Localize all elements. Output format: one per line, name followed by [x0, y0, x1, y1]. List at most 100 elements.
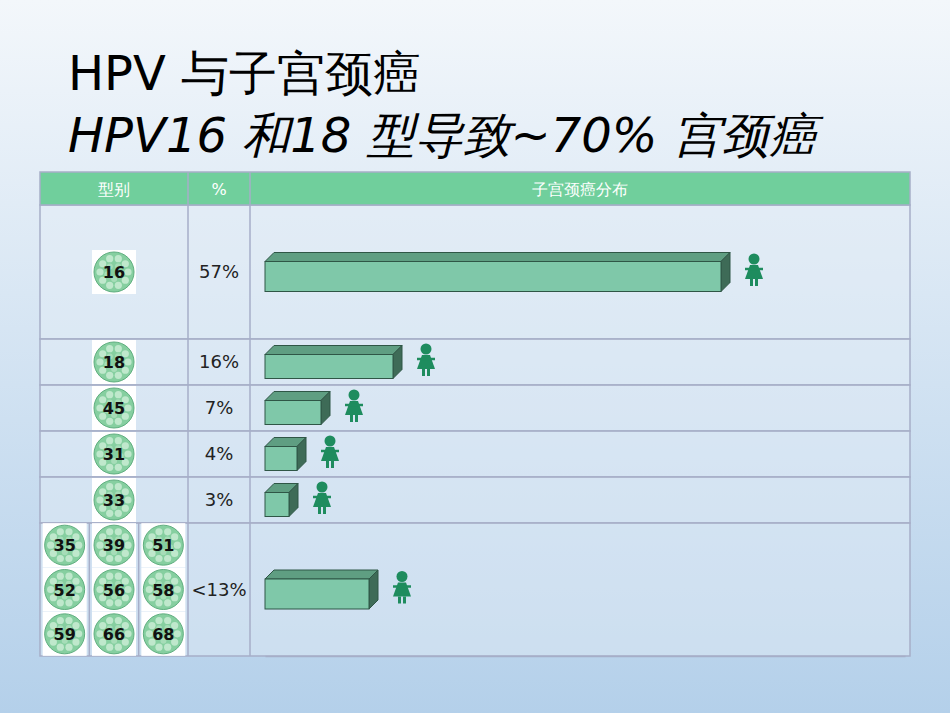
icon-background [141, 523, 185, 567]
virus-icon [94, 252, 134, 292]
icon-background [92, 340, 136, 384]
woman-body [345, 401, 363, 415]
virus-dot [106, 573, 113, 580]
table: 型别%子宫颈癌分布 [40, 172, 910, 656]
virus-dot [75, 630, 82, 637]
column-header: 型别 [98, 180, 130, 199]
virus-dot [57, 555, 64, 562]
bar-group [265, 484, 298, 517]
virus-icon [94, 614, 134, 654]
woman-arms [393, 585, 411, 588]
bar-top [265, 253, 730, 262]
virus-dot [124, 268, 131, 275]
virus-dot [115, 573, 122, 580]
virus-icon [94, 434, 134, 474]
woman-body [321, 447, 339, 461]
virus-dot [106, 464, 113, 471]
background [0, 0, 950, 713]
virus-icon [94, 570, 134, 610]
woman-arms [345, 404, 363, 407]
woman-leg [403, 597, 406, 604]
virus-dot [124, 542, 131, 549]
data-label: 4% [205, 443, 234, 464]
bar-group [265, 346, 402, 379]
woman-arms [313, 496, 331, 499]
icon-background [92, 432, 136, 476]
virus-dot [75, 586, 82, 593]
virus-dot [106, 528, 113, 535]
virus-icon [45, 570, 85, 610]
icon-background [43, 612, 87, 656]
table-row [40, 205, 910, 339]
type-label: 16 [103, 263, 125, 282]
table-row [40, 339, 910, 385]
icon-background [92, 478, 136, 522]
type-label: 33 [103, 491, 125, 510]
woman-leg [323, 507, 326, 514]
type-label: 68 [152, 625, 174, 644]
woman-head [421, 344, 432, 355]
type-icons: 1618453133353951525658596668 [43, 250, 186, 656]
column-divider [187, 172, 189, 656]
woman-icon [417, 344, 435, 377]
virus-dot [155, 599, 162, 606]
virus-dot [65, 573, 72, 580]
woman-icon [393, 571, 411, 604]
woman-icons [313, 254, 763, 604]
virus-dot [115, 483, 122, 490]
woman-icon [745, 254, 763, 287]
type-label: 35 [54, 536, 76, 555]
icon-background [43, 568, 87, 612]
table-row [40, 523, 910, 656]
virus-dot [65, 617, 72, 624]
virus-dot [115, 644, 122, 651]
cell-divider [138, 523, 140, 656]
data-label: <13% [191, 579, 246, 600]
bar [265, 262, 721, 292]
virus-dot [164, 644, 171, 651]
woman-head [317, 482, 328, 493]
woman-arms [745, 268, 763, 271]
woman-icon [321, 436, 339, 469]
woman-body [417, 355, 435, 369]
virus-dot [115, 464, 122, 471]
woman-leg [755, 279, 758, 286]
woman-leg [350, 415, 353, 422]
virus-dot [155, 617, 162, 624]
virus-dot [115, 617, 122, 624]
cell-divider [89, 523, 91, 656]
bar-group [265, 253, 730, 292]
virus-icon [94, 388, 134, 428]
virus-dot [124, 404, 131, 411]
virus-icon [45, 525, 85, 565]
virus-dot [115, 372, 122, 379]
virus-dot [124, 358, 131, 365]
virus-dot [155, 528, 162, 535]
bar-top [265, 392, 330, 401]
virus-dot [106, 282, 113, 289]
x-axis-line [266, 656, 906, 658]
virus-dot [106, 483, 113, 490]
woman-arms [417, 358, 435, 361]
virus-dot [115, 528, 122, 535]
bar-group [265, 392, 330, 425]
virus-dot [57, 617, 64, 624]
data-label: 7% [205, 397, 234, 418]
virus-dot [106, 418, 113, 425]
icon-background [92, 568, 136, 612]
bar-top [265, 346, 402, 355]
virus-dot [115, 599, 122, 606]
virus-icon [45, 614, 85, 654]
virus-dot [65, 644, 72, 651]
data-label: 57% [199, 261, 239, 282]
table-header [40, 172, 910, 205]
icon-background [92, 250, 136, 294]
title: HPV 与子宫颈癌 [68, 45, 421, 101]
icon-background [141, 568, 185, 612]
virus-dot [106, 372, 113, 379]
virus-dot [106, 437, 113, 444]
virus-dot [115, 437, 122, 444]
icon-background [43, 523, 87, 567]
virus-icon [143, 614, 183, 654]
virus-icon [143, 570, 183, 610]
